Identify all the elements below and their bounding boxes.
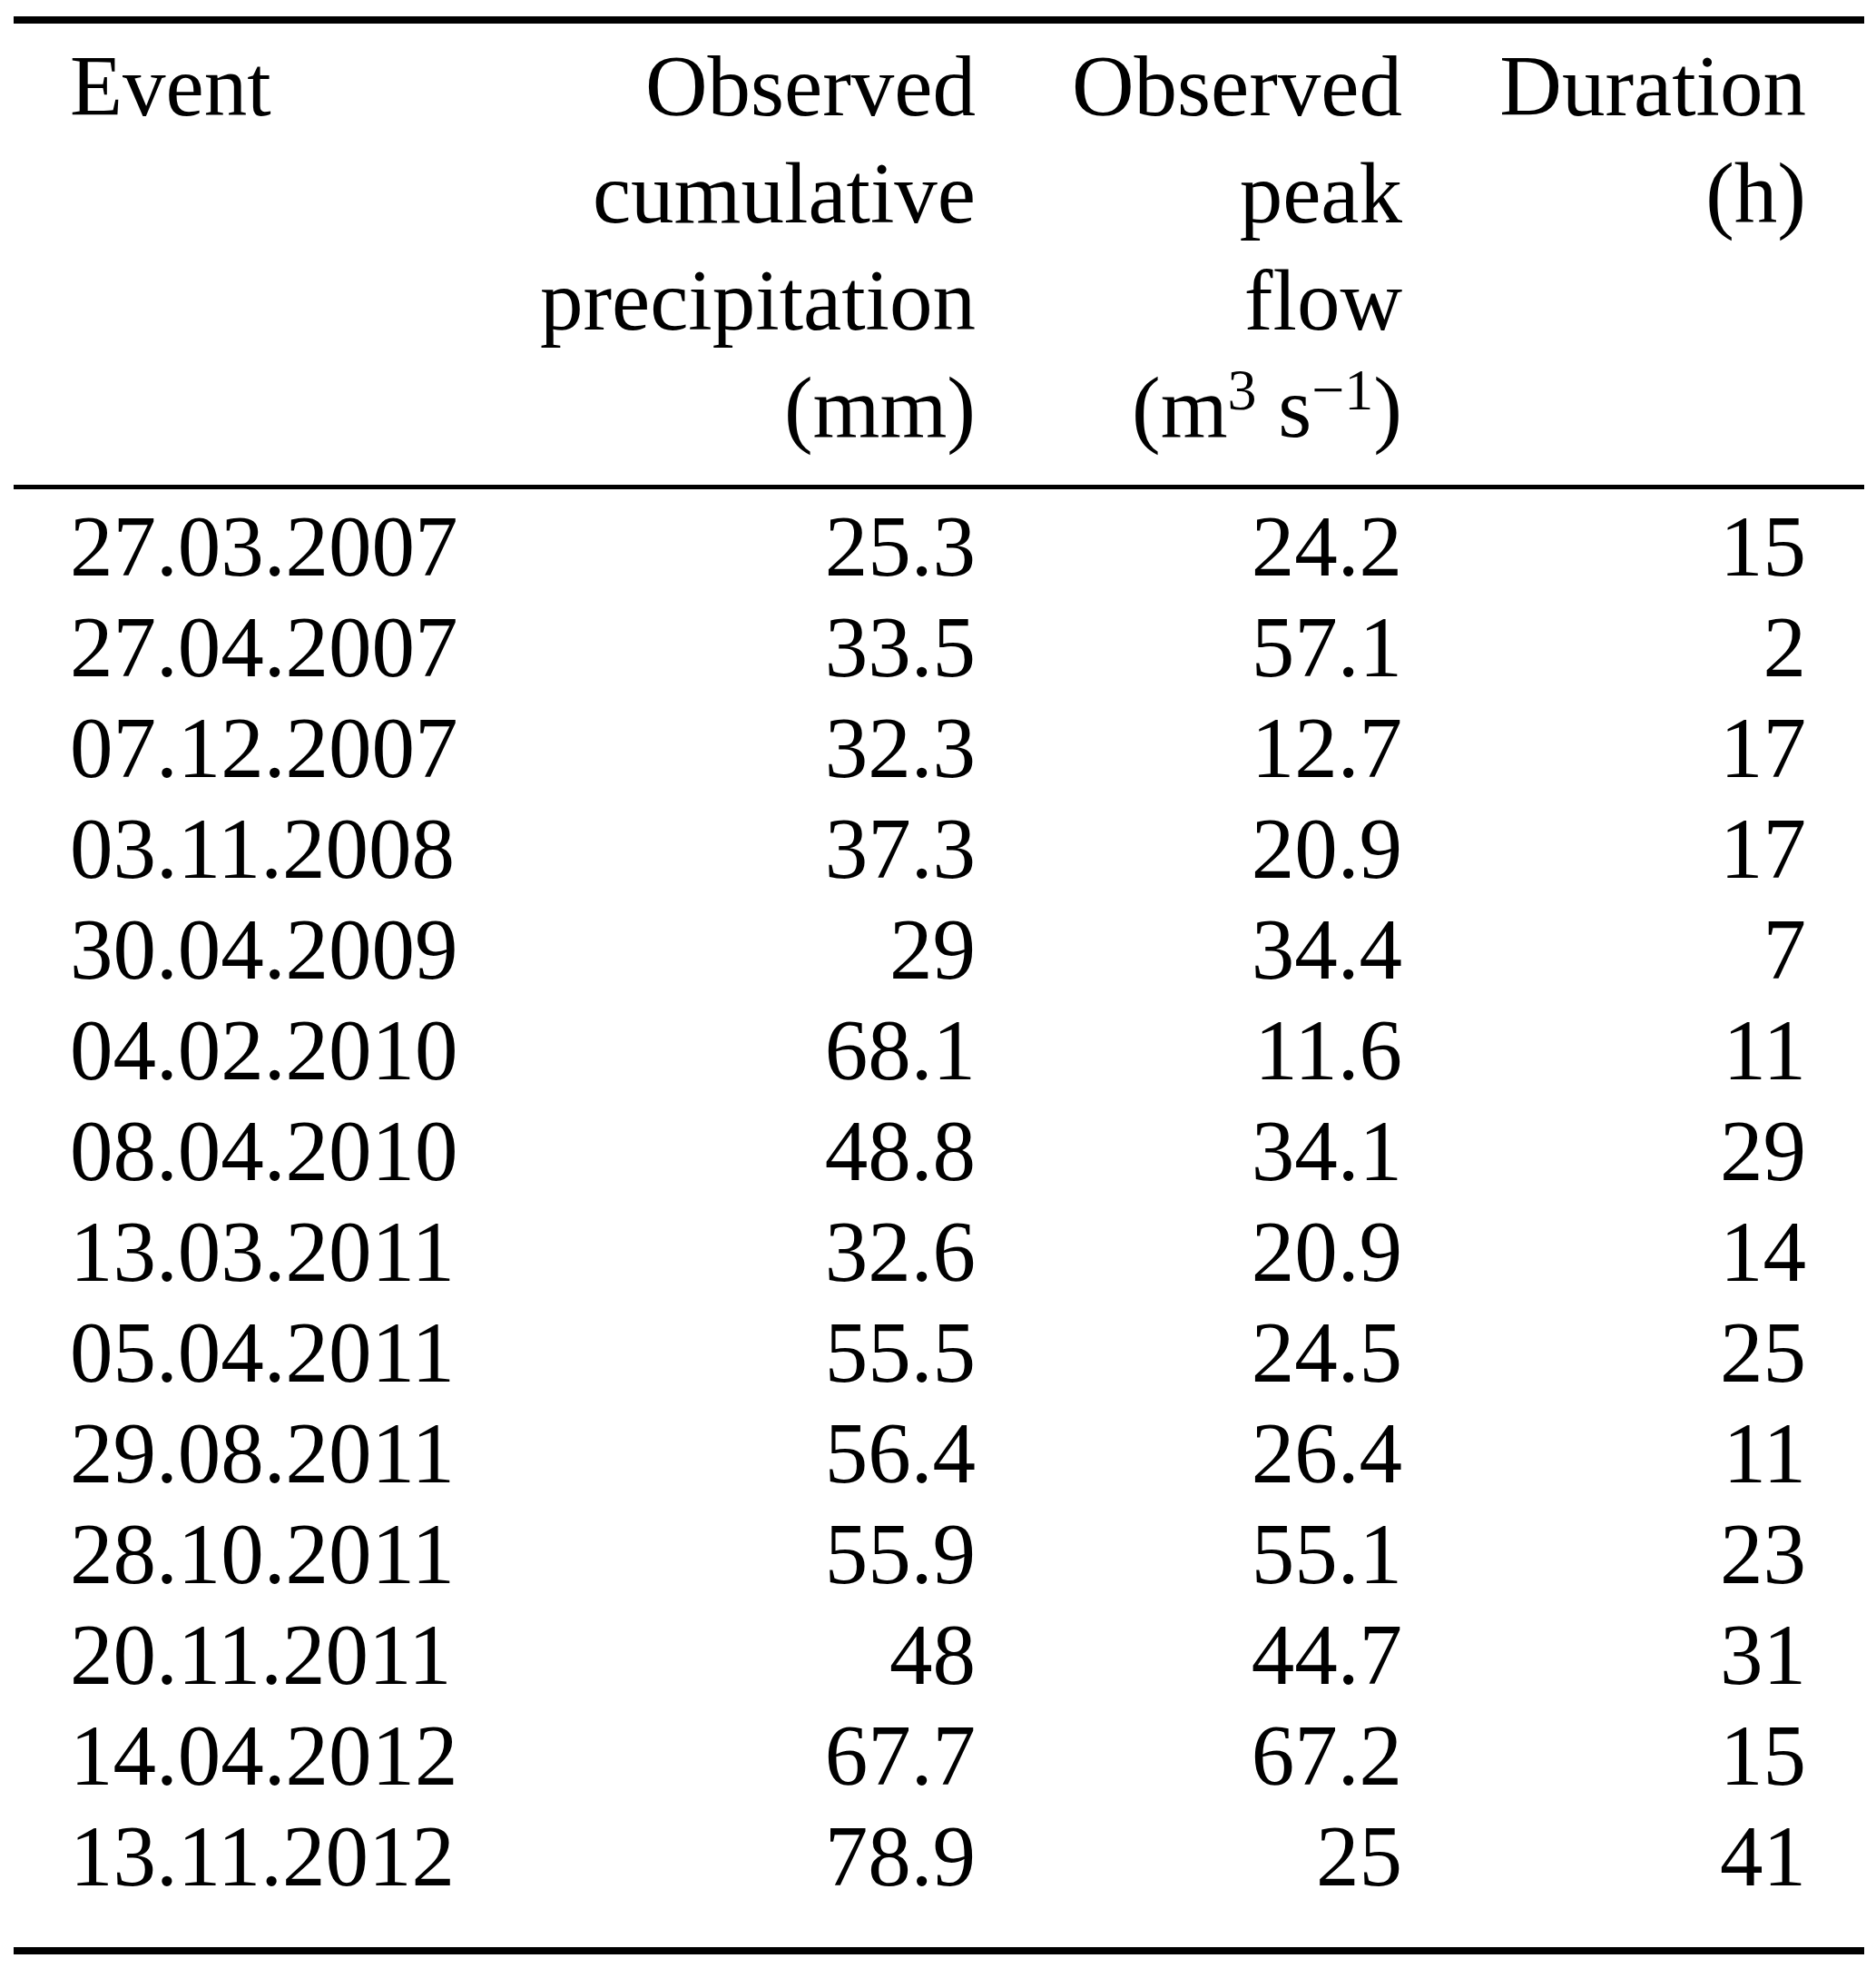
table-row: 03.11.200837.320.917 (14, 799, 1864, 900)
precipitation-cell: 29 (454, 900, 976, 1000)
table-row: 27.03.200725.324.215 (14, 487, 1864, 598)
unit-open: (m (1132, 359, 1228, 456)
event-cell: 27.04.2007 (14, 597, 454, 698)
peak-flow-cell: 34.4 (976, 900, 1402, 1000)
precipitation-cell: 37.3 (454, 799, 976, 900)
event-cell: 28.10.2011 (14, 1504, 454, 1605)
event-cell: 27.03.2007 (14, 487, 454, 598)
header-line: precipitation (454, 247, 976, 354)
precipitation-cell: 48 (454, 1605, 976, 1706)
peak-flow-cell: 67.2 (976, 1706, 1402, 1806)
precipitation-cell: 55.5 (454, 1303, 976, 1403)
events-table: Event Observed cumulative precipitation … (14, 16, 1864, 1954)
precipitation-cell: 78.9 (454, 1806, 976, 1951)
event-cell: 08.04.2010 (14, 1101, 454, 1202)
duration-cell: 29 (1402, 1101, 1864, 1202)
duration-cell: 14 (1402, 1202, 1864, 1303)
duration-cell: 31 (1402, 1605, 1864, 1706)
precipitation-cell: 32.3 (454, 698, 976, 799)
peak-flow-cell: 26.4 (976, 1403, 1402, 1504)
header-unit-m3s: (m3 s−1) (976, 354, 1402, 461)
header-unit-h: (h) (1402, 140, 1806, 247)
duration-cell: 25 (1402, 1303, 1864, 1403)
header-line: cumulative (454, 140, 976, 247)
table-header: Event Observed cumulative precipitation … (14, 20, 1864, 487)
table-row: 07.12.200732.312.717 (14, 698, 1864, 799)
duration-cell: 15 (1402, 487, 1864, 598)
duration-cell: 2 (1402, 597, 1864, 698)
table-row: 20.11.20114844.731 (14, 1605, 1864, 1706)
header-line: Duration (1402, 33, 1806, 140)
table-row: 13.03.201132.620.914 (14, 1202, 1864, 1303)
event-cell: 30.04.2009 (14, 900, 454, 1000)
duration-cell: 17 (1402, 698, 1864, 799)
col-header-duration: Duration (h) (1402, 20, 1864, 487)
table-row: 29.08.201156.426.411 (14, 1403, 1864, 1504)
header-line: Event (70, 33, 454, 140)
peak-flow-cell: 24.2 (976, 487, 1402, 598)
header-line: Observed (976, 33, 1402, 140)
unit-close: ) (1373, 359, 1402, 456)
duration-cell: 17 (1402, 799, 1864, 900)
duration-cell: 15 (1402, 1706, 1864, 1806)
duration-cell: 11 (1402, 1000, 1864, 1101)
duration-cell: 7 (1402, 900, 1864, 1000)
table-row: 13.11.201278.92541 (14, 1806, 1864, 1951)
table-row: 05.04.201155.524.525 (14, 1303, 1864, 1403)
event-cell: 05.04.2011 (14, 1303, 454, 1403)
peak-flow-cell: 20.9 (976, 799, 1402, 900)
peak-flow-cell: 57.1 (976, 597, 1402, 698)
col-header-peak-flow: Observed peak flow (m3 s−1) (976, 20, 1402, 487)
peak-flow-cell: 12.7 (976, 698, 1402, 799)
header-line: peak (976, 140, 1402, 247)
unit-mid: s (1257, 359, 1312, 456)
precipitation-cell: 33.5 (454, 597, 976, 698)
superscript-exponent: 3 (1228, 358, 1257, 422)
col-header-event: Event (14, 20, 454, 487)
precipitation-cell: 55.9 (454, 1504, 976, 1605)
precipitation-cell: 48.8 (454, 1101, 976, 1202)
event-cell: 13.11.2012 (14, 1806, 454, 1951)
superscript-negative-exponent: −1 (1311, 358, 1373, 422)
duration-cell: 41 (1402, 1806, 1864, 1951)
table-row: 08.04.201048.834.129 (14, 1101, 1864, 1202)
peak-flow-cell: 44.7 (976, 1605, 1402, 1706)
peak-flow-cell: 24.5 (976, 1303, 1402, 1403)
event-cell: 29.08.2011 (14, 1403, 454, 1504)
table-row: 04.02.201068.111.611 (14, 1000, 1864, 1101)
event-cell: 20.11.2011 (14, 1605, 454, 1706)
peak-flow-cell: 20.9 (976, 1202, 1402, 1303)
event-cell: 03.11.2008 (14, 799, 454, 900)
peak-flow-cell: 34.1 (976, 1101, 1402, 1202)
precipitation-cell: 68.1 (454, 1000, 976, 1101)
event-cell: 14.04.2012 (14, 1706, 454, 1806)
table-row: 27.04.200733.557.12 (14, 597, 1864, 698)
header-line: Observed (454, 33, 976, 140)
event-cell: 04.02.2010 (14, 1000, 454, 1101)
table-row: 28.10.201155.955.123 (14, 1504, 1864, 1605)
col-header-precipitation: Observed cumulative precipitation (mm) (454, 20, 976, 487)
table-row: 30.04.20092934.47 (14, 900, 1864, 1000)
table-row: 14.04.201267.767.215 (14, 1706, 1864, 1806)
precipitation-cell: 56.4 (454, 1403, 976, 1504)
header-row: Event Observed cumulative precipitation … (14, 20, 1864, 487)
event-cell: 13.03.2011 (14, 1202, 454, 1303)
duration-cell: 11 (1402, 1403, 1864, 1504)
precipitation-cell: 25.3 (454, 487, 976, 598)
peak-flow-cell: 55.1 (976, 1504, 1402, 1605)
table-body: 27.03.200725.324.21527.04.200733.557.120… (14, 487, 1864, 1952)
peak-flow-cell: 11.6 (976, 1000, 1402, 1101)
precipitation-cell: 32.6 (454, 1202, 976, 1303)
header-unit-mm: (mm) (454, 354, 976, 461)
precipitation-cell: 67.7 (454, 1706, 976, 1806)
peak-flow-cell: 25 (976, 1806, 1402, 1951)
duration-cell: 23 (1402, 1504, 1864, 1605)
header-line: flow (976, 247, 1402, 354)
event-cell: 07.12.2007 (14, 698, 454, 799)
